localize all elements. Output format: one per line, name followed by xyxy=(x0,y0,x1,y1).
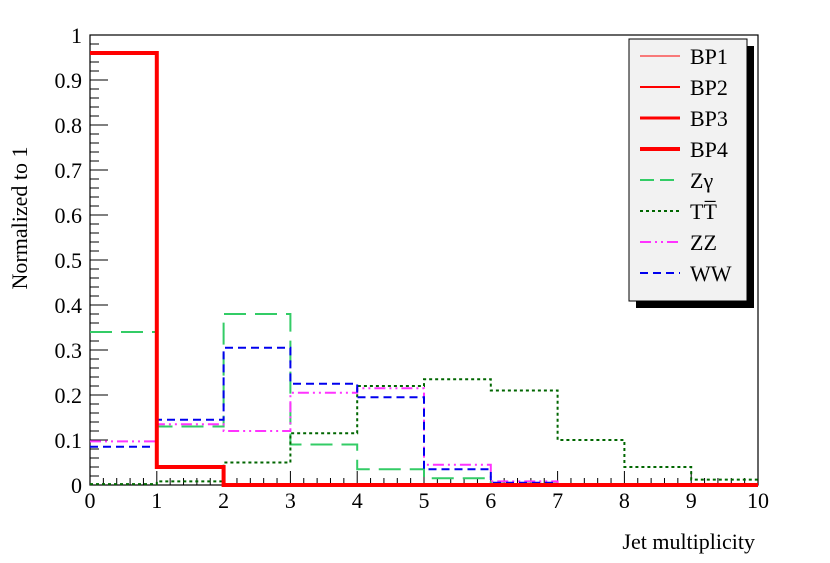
x-tick-label: 6 xyxy=(485,488,496,513)
legend-label: BP3 xyxy=(690,106,728,131)
y-tick-label: 0.3 xyxy=(55,338,83,363)
x-tick-label: 8 xyxy=(619,488,630,513)
x-tick-label: 3 xyxy=(285,488,296,513)
legend-label: BP4 xyxy=(690,137,728,162)
legend: BP1 BP2 BP3 BP4 Zγ TT̅ ZZ WW xyxy=(628,38,754,308)
series-4-line xyxy=(90,51,758,487)
y-tick-label: 0.7 xyxy=(55,158,83,183)
x-tick-label: 9 xyxy=(686,488,697,513)
legend-label: WW xyxy=(690,261,732,286)
legend-label: BP2 xyxy=(690,75,728,100)
series-layer xyxy=(90,51,758,487)
series-8-line xyxy=(90,346,758,486)
y-tick-label: 0.6 xyxy=(55,203,83,228)
x-tick-label: 10 xyxy=(747,488,769,513)
legend-entries: BP1 BP2 BP3 BP4 Zγ TT̅ ZZ WW xyxy=(640,44,732,286)
y-tick-label: 0.9 xyxy=(55,68,83,93)
y-tick-label: 0.4 xyxy=(55,293,83,318)
legend-label: ZZ xyxy=(690,230,717,255)
y-tick-label: 1 xyxy=(71,23,82,48)
y-tick-label: 0.5 xyxy=(55,248,83,273)
x-tick-label: 5 xyxy=(419,488,430,513)
x-tick-label: 1 xyxy=(151,488,162,513)
axis-tick-labels: 0 1 2 3 4 5 6 7 8 9 10 0 0.1 0.2 0.3 0.4 0.5 0.6 0.7 0.8 0.9… xyxy=(55,23,770,513)
y-tick-label: 0.1 xyxy=(55,428,83,453)
y-tick-label: 0.2 xyxy=(55,383,83,408)
y-tick-label: 0 xyxy=(71,473,82,498)
legend-label: BP1 xyxy=(690,44,728,69)
x-axis-title: Jet multiplicity xyxy=(622,529,755,554)
x-tick-label: 2 xyxy=(218,488,229,513)
y-tick-label: 0.8 xyxy=(55,113,83,138)
x-tick-label: 0 xyxy=(85,488,96,513)
x-tick-label: 7 xyxy=(552,488,563,513)
legend-label: TT̅ xyxy=(690,199,717,224)
legend-label: Zγ xyxy=(690,168,713,193)
legend-box xyxy=(628,38,748,302)
x-tick-label: 4 xyxy=(352,488,363,513)
y-axis-title: Normalized to 1 xyxy=(7,147,32,290)
